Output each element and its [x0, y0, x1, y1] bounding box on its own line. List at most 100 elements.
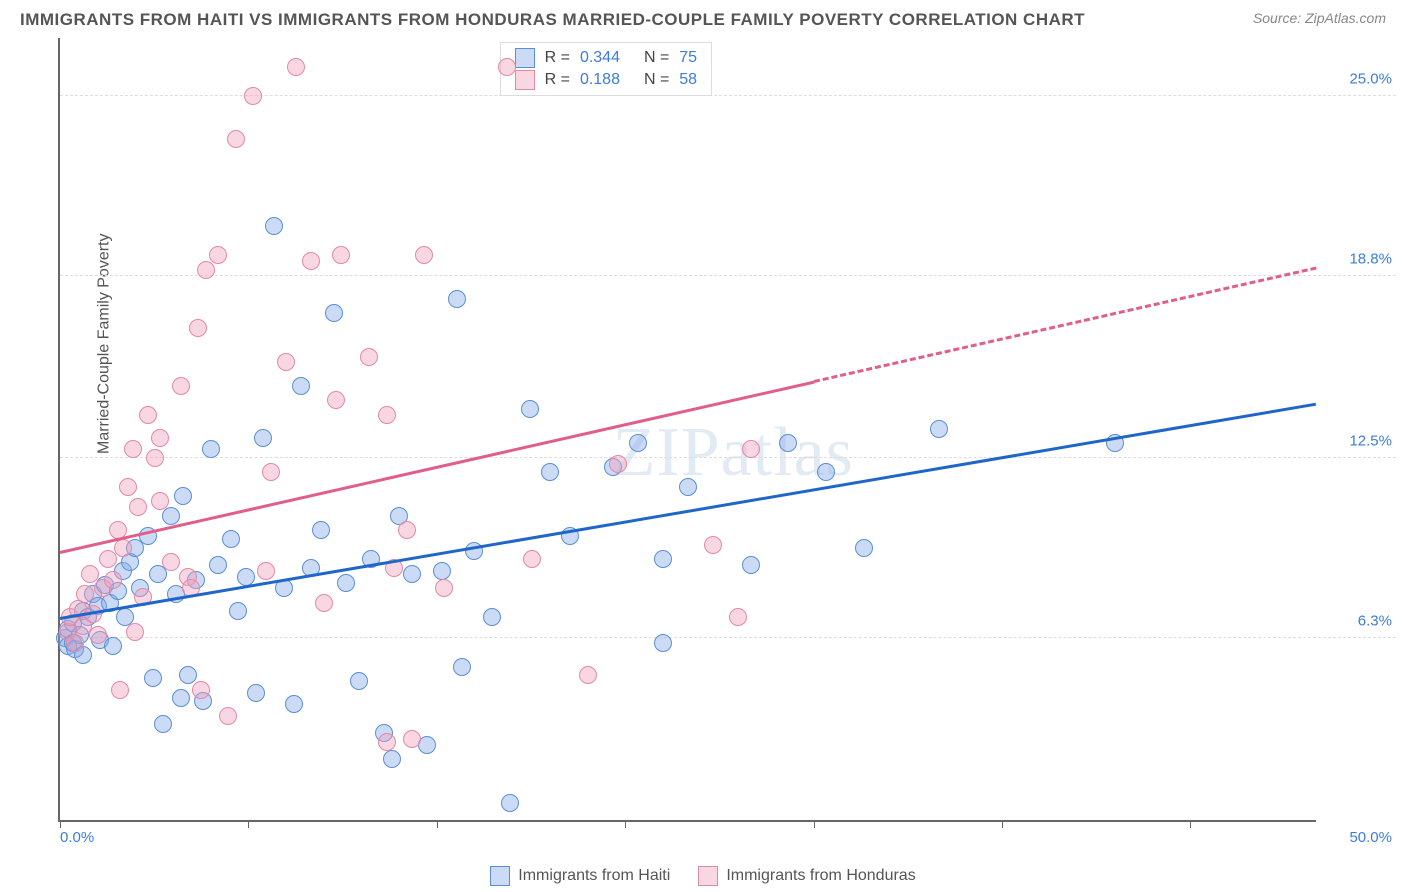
legend-stats-row: R = 0.188 N = 58: [515, 69, 697, 91]
legend-swatch: [490, 866, 510, 886]
data-point: [654, 634, 672, 652]
data-point: [66, 634, 84, 652]
data-point: [285, 695, 303, 713]
data-point: [579, 666, 597, 684]
data-point: [189, 319, 207, 337]
legend-r-label: R =: [545, 71, 570, 89]
data-point: [219, 707, 237, 725]
data-point: [483, 608, 501, 626]
data-point: [779, 434, 797, 452]
data-point: [209, 246, 227, 264]
legend-n-value: 75: [679, 49, 697, 67]
data-point: [254, 429, 272, 447]
x-axis-min-label: 0.0%: [60, 829, 94, 846]
data-point: [202, 440, 220, 458]
data-point: [89, 626, 107, 644]
grid-line: [60, 457, 1396, 458]
data-point: [174, 487, 192, 505]
data-point: [433, 562, 451, 580]
legend-series-item: Immigrants from Haiti: [490, 866, 670, 886]
data-point: [104, 571, 122, 589]
data-point: [817, 463, 835, 481]
data-point: [415, 246, 433, 264]
data-point: [227, 130, 245, 148]
legend-swatch: [515, 48, 535, 68]
data-point: [111, 681, 129, 699]
data-point: [292, 377, 310, 395]
data-point: [262, 463, 280, 481]
data-point: [192, 681, 210, 699]
data-point: [541, 463, 559, 481]
data-point: [151, 429, 169, 447]
x-tick: [60, 820, 61, 828]
x-tick: [625, 820, 626, 828]
legend-r-value: 0.188: [580, 71, 634, 89]
data-point: [498, 58, 516, 76]
data-point: [609, 455, 627, 473]
legend-series-label: Immigrants from Honduras: [726, 867, 915, 885]
data-point: [126, 623, 144, 641]
data-point: [383, 750, 401, 768]
data-point: [229, 602, 247, 620]
data-point: [679, 478, 697, 496]
data-point: [855, 539, 873, 557]
legend-n-value: 58: [679, 71, 697, 89]
watermark: ZIPatlas: [613, 413, 854, 493]
data-point: [247, 684, 265, 702]
data-point: [327, 391, 345, 409]
data-point: [277, 353, 295, 371]
data-point: [704, 536, 722, 554]
data-point: [378, 733, 396, 751]
plot-region: ZIPatlas R =0.344N =75R =0.188N =58 0.0%…: [58, 38, 1316, 822]
data-point: [154, 715, 172, 733]
data-point: [76, 585, 94, 603]
data-point: [930, 420, 948, 438]
data-point: [144, 669, 162, 687]
data-point: [197, 261, 215, 279]
data-point: [315, 594, 333, 612]
data-point: [325, 304, 343, 322]
data-point: [654, 550, 672, 568]
legend-n-label: N =: [644, 49, 669, 67]
legend-stats-row: R = 0.344 N = 75: [515, 47, 697, 69]
x-tick: [1002, 820, 1003, 828]
legend-series-item: Immigrants from Honduras: [698, 866, 915, 886]
y-tick-label: 25.0%: [1322, 70, 1392, 87]
data-point: [162, 553, 180, 571]
data-point: [124, 440, 142, 458]
data-point: [360, 348, 378, 366]
data-point: [222, 530, 240, 548]
data-point: [129, 498, 147, 516]
chart-area: Married-Couple Family Poverty ZIPatlas R…: [10, 38, 1396, 852]
data-point: [403, 565, 421, 583]
trend-line: [60, 380, 814, 553]
data-point: [448, 290, 466, 308]
data-point: [332, 246, 350, 264]
grid-line: [60, 275, 1396, 276]
legend-r-label: R =: [545, 49, 570, 67]
data-point: [104, 637, 122, 655]
data-point: [523, 550, 541, 568]
data-point: [742, 440, 760, 458]
data-point: [244, 87, 262, 105]
data-point: [139, 406, 157, 424]
x-tick: [248, 820, 249, 828]
data-point: [287, 58, 305, 76]
legend-swatch: [698, 866, 718, 886]
chart-header: IMMIGRANTS FROM HAITI VS IMMIGRANTS FROM…: [0, 0, 1406, 34]
data-point: [114, 539, 132, 557]
data-point: [729, 608, 747, 626]
y-tick-label: 12.5%: [1322, 432, 1392, 449]
legend-r-value: 0.344: [580, 49, 634, 67]
data-point: [99, 550, 117, 568]
data-point: [629, 434, 647, 452]
x-tick: [437, 820, 438, 828]
data-point: [742, 556, 760, 574]
legend-series-label: Immigrants from Haiti: [518, 867, 670, 885]
legend-n-label: N =: [644, 71, 669, 89]
data-point: [257, 562, 275, 580]
data-point: [435, 579, 453, 597]
legend-swatch: [515, 70, 535, 90]
x-axis-max-label: 50.0%: [1349, 829, 1392, 846]
data-point: [302, 252, 320, 270]
